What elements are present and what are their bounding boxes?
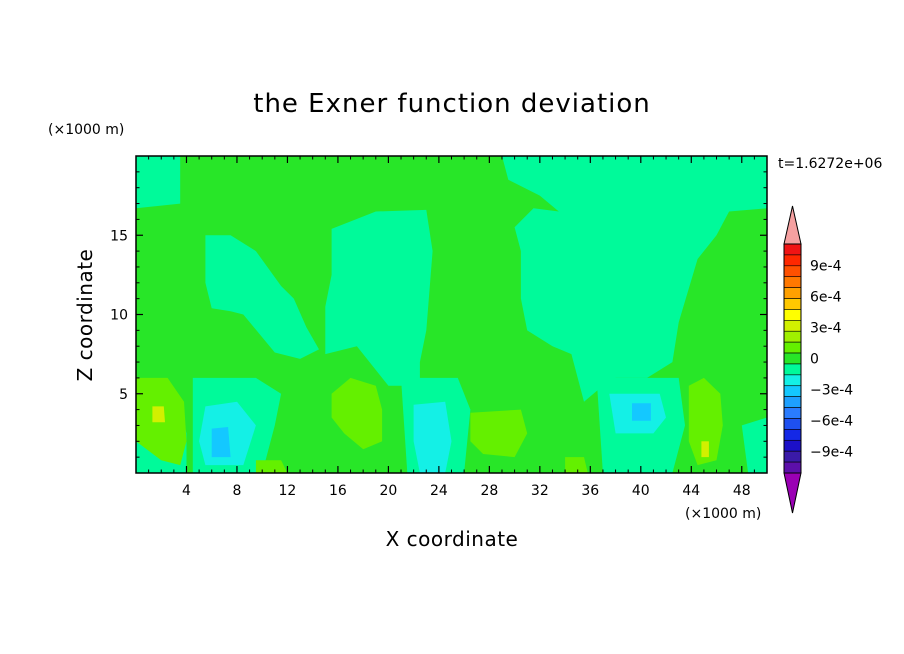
contour-region-lime [255,460,288,473]
plot-area [135,155,768,474]
contour-region-lime [565,457,588,473]
y-tick-label: 10 [110,308,128,324]
x-tick-label: 24 [430,483,448,499]
colorbar-swatch [783,352,802,365]
contour-region-lime [688,377,723,466]
y-axis-ticks: 5 10 15 [110,171,767,458]
colorbar-swatch [783,418,802,430]
contour-region-cyan [413,401,452,473]
x-tick-label: 28 [480,483,498,499]
colorbar-swatch [783,439,802,452]
colorbar-tick-label: 3e-4 [810,320,842,336]
x-tick-label: 4 [182,483,191,499]
x-tick-label: 16 [329,483,347,499]
colorbar-swatch [783,461,802,474]
colorbar-max-arrow [783,205,802,245]
x-tick-label: 32 [531,483,549,499]
colorbar-min-arrow [783,472,802,514]
colorbar-swatch [783,243,802,256]
x-axis-label: X coordinate [386,527,519,551]
colorbar-tick-label: −3e-4 [810,383,853,399]
colorbar-tick-label: −6e-4 [810,414,853,430]
x-tick-label: 8 [232,483,241,499]
y-axis-label: Z coordinate [73,249,97,382]
colorbar-frame [783,243,802,474]
y-tick-label: 5 [119,387,128,403]
colorbar: 9e-4 6e-4 3e-4 0 −3e-4 −6e-4 −9e-4 [783,205,853,514]
x-tick-label: 44 [682,483,700,499]
colorbar-tick-label: 9e-4 [810,258,842,274]
colorbar-swatch [783,363,802,376]
contour-region-lime [331,377,383,450]
colorbar-tick-label: −9e-4 [810,445,853,461]
colorbar-swatch [783,254,802,267]
colorbar-swatch [783,320,802,332]
contour-region-light [502,156,767,402]
contour-region-cyan2 [211,427,231,458]
colorbar-swatch [783,385,802,397]
colorbar-swatch [783,374,802,387]
x-tick-label: 40 [632,483,650,499]
x-tick-label: 20 [379,483,397,499]
y-tick-label: 15 [110,228,128,244]
colorbar-swatch [783,276,802,288]
contour-region-yellow [701,441,709,458]
contour-region-light [136,156,181,209]
contour-region-light [205,235,319,359]
colorbar-swatch [783,396,802,408]
contour-region-cyan2 [632,403,651,421]
colorbar-swatch [783,429,802,441]
time-label: t=1.6272e+06 [778,156,882,172]
x-tick-label: 48 [733,483,751,499]
colorbar-swatch [783,309,802,321]
contour-regions [136,156,767,473]
colorbar-swatch [783,341,802,354]
chart-title: the Exner function deviation [253,89,651,119]
contour-region-light [325,209,433,386]
colorbar-swatch [783,330,802,343]
y-unit-label: (×1000 m) [48,122,124,138]
colorbar-tick-label: 0 [810,352,819,368]
contour-region-light [741,417,767,473]
colorbar-swatch [783,287,802,299]
colorbar-swatch [783,407,802,419]
x-axis-ticks: 4 8 12 16 20 24 28 32 36 40 44 48 [148,156,755,499]
x-tick-label: 12 [279,483,297,499]
colorbar-tick-label: 6e-4 [810,289,842,305]
colorbar-swatch [783,450,802,463]
contour-region-lime [470,409,528,458]
contour-region-yellow [152,406,165,423]
x-tick-label: 36 [581,483,599,499]
x-unit-label: (×1000 m) [685,506,761,522]
colorbar-swatch [783,265,802,278]
colorbar-swatch [783,298,802,310]
